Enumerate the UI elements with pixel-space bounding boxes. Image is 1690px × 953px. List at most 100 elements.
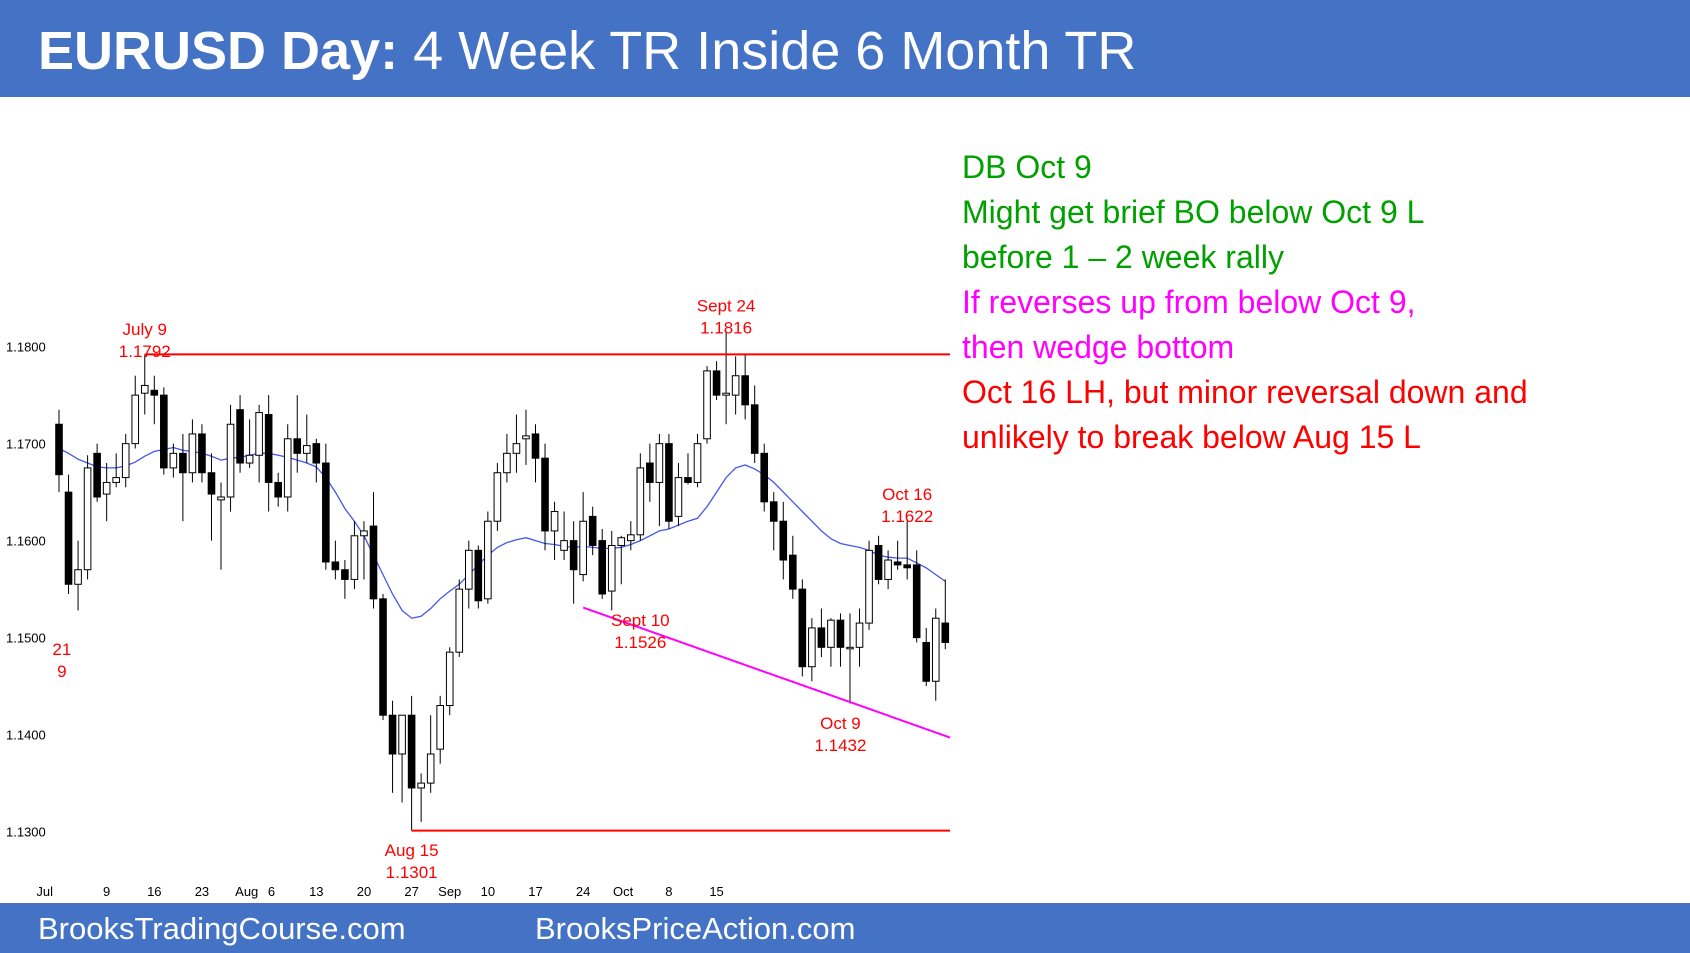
candle-body (312, 443, 321, 464)
candle-body (360, 530, 368, 537)
candle-body (255, 412, 263, 456)
candle-body (903, 564, 911, 569)
title-symbol: EURUSD Day: (38, 21, 399, 81)
y-tick-label: 1.1800 (6, 340, 46, 355)
candle-body (83, 467, 92, 571)
candle-body (617, 537, 626, 546)
candle-body (579, 520, 587, 576)
note-line: DB Oct 9 (962, 149, 1092, 185)
candle-body (607, 544, 616, 592)
x-tick-label: 20 (357, 884, 371, 899)
x-tick-label: 24 (576, 884, 590, 899)
price-annotation: 1.1792 (119, 342, 171, 361)
candle-body (912, 564, 921, 639)
candle-body (436, 705, 444, 750)
candle-body (836, 619, 845, 648)
candle-body (112, 477, 120, 483)
candle-body (674, 477, 683, 517)
candle-body (283, 438, 292, 498)
candle-body (779, 520, 788, 561)
candle-body (493, 472, 502, 522)
x-tick-label: 6 (268, 884, 275, 899)
candle-body (131, 394, 140, 445)
y-tick-label: 1.1600 (6, 534, 46, 549)
y-tick-label: 1.1400 (6, 728, 46, 743)
candle-body (693, 443, 702, 483)
price-annotation: 1.1432 (814, 736, 866, 755)
y-tick-label: 1.1300 (6, 825, 46, 840)
candle-body (445, 651, 454, 707)
candle-body (808, 627, 816, 668)
commentary-notes: DB Oct 9 Might get brief BO below Oct 9 … (962, 145, 1528, 460)
y-tick-label: 1.1700 (6, 437, 46, 452)
x-tick-label: 17 (528, 884, 542, 899)
candle-body (455, 588, 464, 653)
x-tick-label: 13 (309, 884, 323, 899)
note-line: unlikely to break below Aug 15 L (962, 419, 1421, 455)
candle-body (569, 540, 578, 571)
candle-body (226, 423, 235, 498)
candle-body (627, 534, 635, 542)
candle-body (741, 375, 749, 406)
footer-site-link[interactable]: BrooksPriceAction.com (535, 911, 856, 946)
candle-body (893, 561, 902, 566)
candle-body (169, 452, 178, 469)
price-annotation: 1.1816 (700, 319, 752, 338)
candle-body (302, 445, 311, 454)
note-line: Oct 16 LH, but minor reversal down and (962, 374, 1528, 410)
candle-body (198, 433, 206, 474)
x-tick-label: Sep (438, 884, 461, 899)
title-description: 4 Week TR Inside 6 Month TR (398, 21, 1137, 81)
price-annotation: 9 (57, 662, 66, 681)
candle-body (484, 520, 492, 600)
candle-body (855, 622, 864, 648)
candle-body (722, 392, 730, 396)
candle-body (140, 384, 149, 394)
x-tick-label: 16 (147, 884, 161, 899)
price-annotation: 1.1301 (386, 863, 438, 882)
wedge-line (582, 606, 951, 739)
price-annotation: Oct 9 (820, 714, 861, 733)
candle-body (684, 477, 692, 483)
candle-body (512, 443, 521, 454)
candle-body (207, 472, 216, 495)
candle-body (769, 501, 778, 522)
candle-body (293, 438, 302, 454)
note-line: If reverses up from below Oct 9, (962, 284, 1416, 320)
candle-body (760, 452, 769, 503)
candle-body (750, 404, 759, 454)
price-annotation: 1.1526 (614, 633, 666, 652)
candle-body (665, 443, 673, 522)
candle-body (560, 540, 568, 551)
candle-body (417, 782, 425, 789)
candle-body (817, 627, 826, 648)
candle-body (160, 394, 168, 469)
candle-body (369, 525, 378, 600)
candle-body (236, 409, 244, 464)
price-annotation: July 9 (123, 320, 167, 339)
candle-body (789, 554, 797, 590)
price-annotation: 21 (52, 640, 71, 659)
candle-body (731, 375, 740, 396)
candle-body (102, 481, 111, 495)
candle-body (522, 435, 530, 440)
candle-body (74, 569, 82, 585)
candle-body (407, 714, 416, 789)
y-tick-label: 1.1500 (6, 631, 46, 646)
candle-body (655, 443, 664, 483)
candle-body (379, 598, 387, 716)
candle-body (331, 561, 340, 571)
x-tick-label: 9 (103, 884, 110, 899)
x-tick-label: Aug (235, 884, 258, 899)
x-tick-label: Oct (613, 884, 634, 899)
note-line: then wedge bottom (962, 329, 1235, 365)
price-annotation: Oct 16 (882, 485, 932, 504)
footer-course-link[interactable]: BrooksTradingCourse.com (38, 911, 406, 946)
header-bar: EURUSD Day: 4 Week TR Inside 6 Month TR (0, 0, 1690, 97)
candle-body (712, 370, 721, 396)
candle-body (350, 535, 359, 580)
candle-body (274, 481, 282, 498)
footer-bar: BrooksTradingCourse.com BrooksPriceActio… (0, 903, 1690, 953)
candle-body (150, 389, 159, 396)
candle-body (922, 641, 931, 682)
